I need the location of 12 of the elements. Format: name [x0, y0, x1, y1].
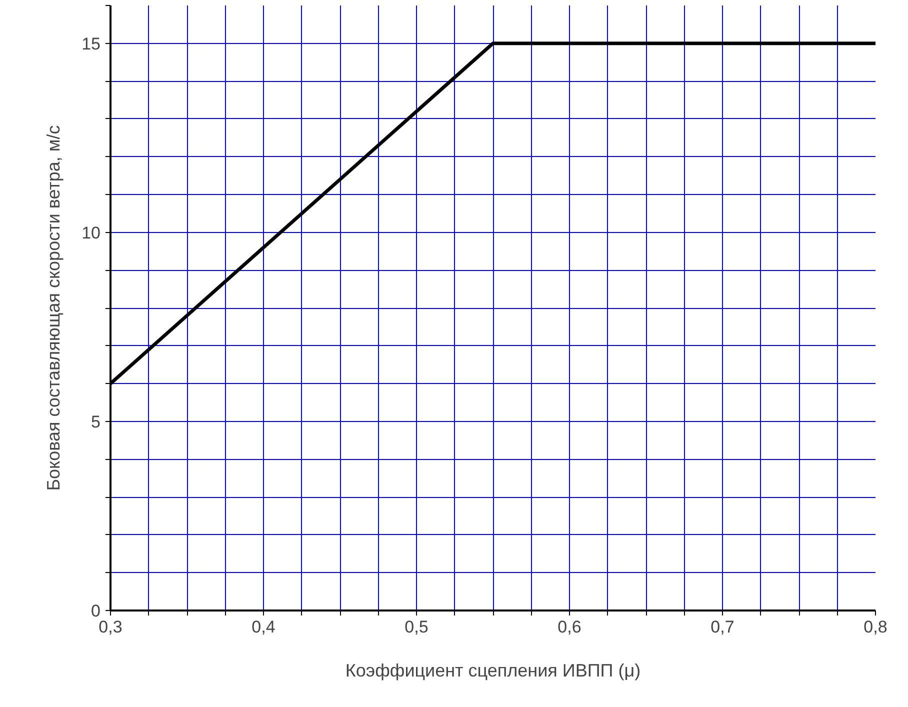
y-tick-label: 10	[82, 223, 101, 242]
y-tick-label: 5	[91, 412, 101, 432]
x-tick-label: 0,6	[558, 618, 582, 636]
x-tick-label: 0,3	[98, 618, 122, 636]
y-axis-title: Боковая составляющая скорости ветра, м/с	[44, 125, 64, 491]
x-tick-label: 0,5	[404, 618, 428, 636]
x-axis-title: Коэффициент сцепления ИВПП (μ)	[345, 660, 641, 680]
x-tick-label: 0,7	[710, 618, 734, 636]
y-tick-label: 0	[91, 602, 101, 620]
x-tick-label: 0,8	[864, 618, 888, 636]
y-tick-label: 15	[82, 34, 101, 54]
x-tick-label: 0,4	[252, 618, 276, 636]
